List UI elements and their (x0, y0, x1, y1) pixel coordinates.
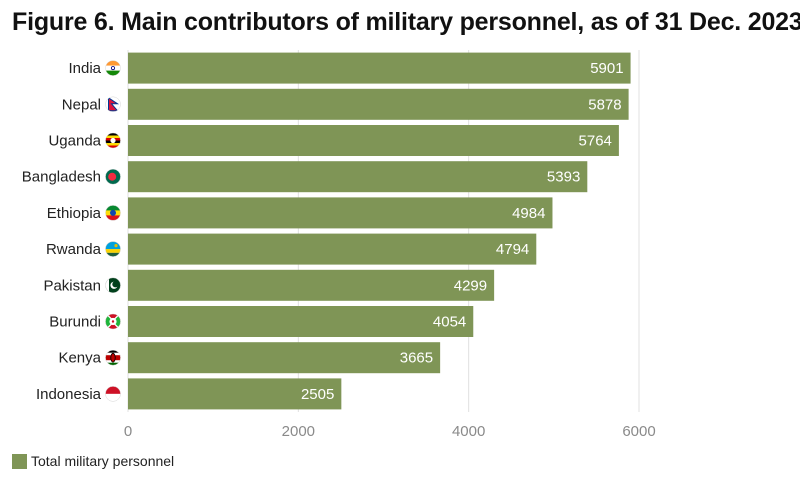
bar-value-label: 5764 (579, 133, 612, 150)
bar-bangladesh (128, 161, 588, 193)
bar-ethiopia (128, 197, 553, 229)
x-axis-ticks: 0 2000 4000 6000 (124, 423, 656, 440)
bar-uganda (128, 125, 619, 156)
bar-indonesia (128, 378, 342, 410)
indonesia-flag-icon (105, 386, 121, 402)
category-label: Ethiopia (47, 205, 102, 222)
bar-value-label: 2505 (301, 386, 334, 403)
kenya-flag-icon (105, 350, 121, 366)
bar-value-label: 5393 (547, 169, 580, 186)
category-label: Burundi (49, 314, 101, 331)
bar-value-label: 4794 (496, 241, 529, 258)
x-tick-label: 6000 (622, 423, 655, 440)
bar-value-label: 4054 (433, 314, 466, 331)
bar-burundi (128, 306, 474, 337)
ethiopia-flag-icon (105, 205, 121, 221)
category-label: Kenya (58, 350, 101, 367)
bar-value-label: 5901 (590, 60, 623, 77)
category-label: Nepal (62, 96, 101, 113)
rwanda-flag-icon (105, 241, 121, 257)
bar-pakistan (128, 269, 495, 301)
bar-nepal (128, 88, 629, 120)
category-label: Rwanda (46, 241, 102, 258)
pakistan-flag-icon (105, 277, 121, 293)
x-tick-label: 0 (124, 423, 132, 440)
nepal-flag-icon (105, 96, 121, 113)
bar-value-label: 4299 (454, 277, 487, 294)
x-tick-label: 2000 (282, 423, 315, 440)
burundi-flag-icon (105, 313, 121, 330)
category-label: Indonesia (36, 386, 102, 403)
chart-title: Figure 6. Main contributors of military … (12, 8, 800, 36)
category-label: Pakistan (43, 277, 101, 294)
flag-icons (105, 60, 121, 402)
category-label: Uganda (48, 133, 101, 150)
india-flag-icon (105, 60, 121, 76)
category-labels: India Nepal Uganda Bangladesh Ethiopia Rwanda… (22, 60, 102, 403)
category-label: India (68, 60, 101, 77)
bars: 5901 5878 5764 5393 4984 4794 4299 4054 3665 2505 (128, 52, 631, 410)
bar-value-label: 3665 (400, 350, 433, 367)
bar-value-label: 5878 (588, 96, 621, 113)
legend-swatch (12, 453, 27, 469)
bangladesh-flag-icon (105, 168, 121, 185)
legend-label: Total military personnel (31, 453, 175, 469)
bar-india (128, 52, 631, 84)
category-label: Bangladesh (22, 169, 101, 186)
legend: Total military personnel (12, 453, 174, 469)
uganda-flag-icon (105, 132, 121, 149)
bar-rwanda (128, 233, 537, 265)
bar-kenya (128, 342, 441, 374)
x-tick-label: 4000 (452, 423, 485, 440)
bar-value-label: 4984 (512, 205, 545, 222)
